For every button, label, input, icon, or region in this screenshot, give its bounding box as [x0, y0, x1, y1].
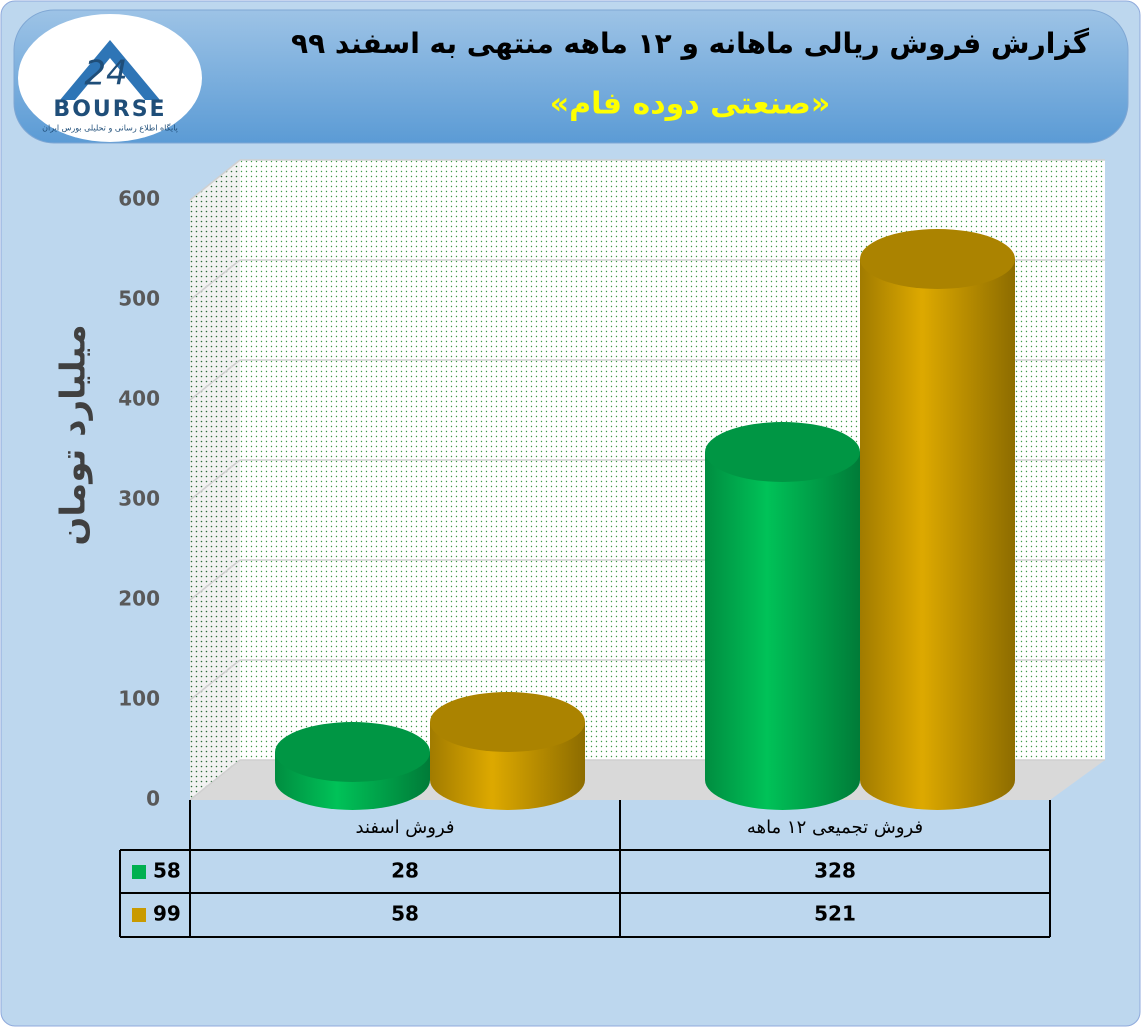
grid-line [189, 459, 241, 501]
category-label: فروش تجمیعی ۱۲ ماهه [747, 817, 923, 838]
grid-line [189, 759, 241, 801]
logo-bg [18, 14, 202, 142]
bar-top [430, 692, 585, 752]
y-tick-label: 300 [118, 487, 160, 511]
grid-line [189, 159, 241, 201]
grid-line [189, 259, 241, 301]
y-tick-label: 600 [118, 187, 160, 211]
table-value: 28 [391, 859, 419, 883]
y-tick-label: 100 [118, 687, 160, 711]
logo-number: 24 [84, 54, 127, 94]
logo-shape [60, 40, 160, 100]
legend-swatch [132, 865, 146, 879]
chart-title: گزارش فروش ریالی ماهانه و ۱۲ ماهه منتهی … [291, 27, 1090, 60]
legend-label: 99 [153, 902, 181, 926]
y-tick-label: 200 [118, 587, 160, 611]
table-value: 58 [391, 902, 419, 926]
bar-top [705, 422, 860, 482]
table-value: 521 [814, 902, 856, 926]
header-box [13, 9, 1129, 144]
logo-text: BOURSE [53, 97, 166, 122]
legend-label: 58 [153, 859, 181, 883]
grid-line [189, 559, 241, 601]
grid-line [189, 359, 241, 401]
legend-swatch [132, 908, 146, 922]
category-label: فروش اسفند [356, 817, 455, 838]
y-axis-label: میلیارد تومان [54, 324, 94, 545]
y-tick-label: 500 [118, 287, 160, 311]
bar-top [860, 229, 1015, 289]
bar-top [275, 722, 430, 782]
bar [860, 259, 1015, 811]
logo-tagline: پایگاه اطلاع رسانی و تحلیلی بورس ایران [42, 123, 178, 133]
bar [705, 452, 860, 811]
y-tick-label: 400 [118, 387, 160, 411]
table-value: 328 [814, 859, 856, 883]
grid-line [189, 659, 241, 701]
y-tick-label: 0 [146, 787, 160, 811]
chart-subtitle: «صنعتی دوده فام» [550, 87, 830, 122]
